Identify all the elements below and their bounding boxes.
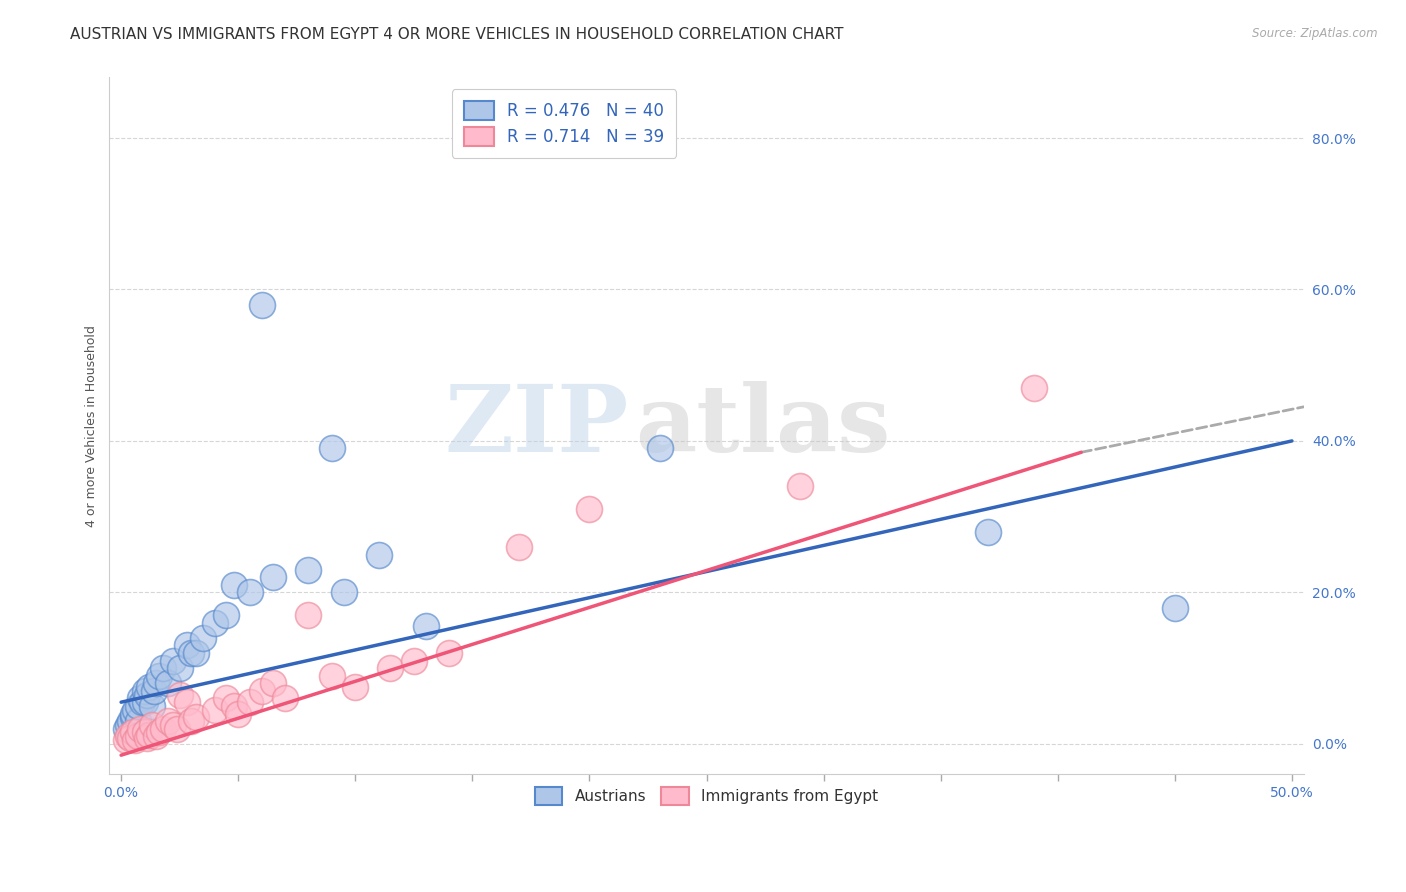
- Point: [127, 698, 149, 713]
- Point: [1164, 600, 1187, 615]
- Point: [120, 731, 142, 745]
- Point: [250, 683, 273, 698]
- Point: [215, 691, 238, 706]
- Point: [222, 698, 245, 713]
- Point: [169, 661, 191, 675]
- Point: [437, 646, 460, 660]
- Point: [204, 703, 226, 717]
- Text: AUSTRIAN VS IMMIGRANTS FROM EGYPT 4 OR MORE VEHICLES IN HOUSEHOLD CORRELATION CH: AUSTRIAN VS IMMIGRANTS FROM EGYPT 4 OR M…: [70, 27, 844, 42]
- Point: [402, 654, 425, 668]
- Point: [297, 608, 319, 623]
- Point: [148, 725, 170, 739]
- Point: [148, 668, 170, 682]
- Point: [215, 608, 238, 623]
- Point: [332, 585, 354, 599]
- Point: [121, 725, 143, 739]
- Point: [321, 442, 343, 456]
- Point: [184, 646, 207, 660]
- Point: [124, 733, 146, 747]
- Point: [367, 548, 389, 562]
- Point: [114, 722, 136, 736]
- Point: [415, 619, 437, 633]
- Point: [1024, 381, 1046, 395]
- Point: [184, 710, 207, 724]
- Point: [297, 563, 319, 577]
- Point: [508, 540, 530, 554]
- Point: [169, 688, 191, 702]
- Point: [180, 714, 202, 728]
- Point: [162, 718, 184, 732]
- Point: [121, 710, 143, 724]
- Point: [578, 502, 600, 516]
- Point: [191, 631, 214, 645]
- Point: [262, 570, 284, 584]
- Point: [138, 728, 160, 742]
- Point: [226, 706, 249, 721]
- Point: [262, 676, 284, 690]
- Point: [128, 722, 150, 736]
- Text: ZIP: ZIP: [444, 381, 628, 471]
- Point: [176, 695, 198, 709]
- Point: [180, 646, 202, 660]
- Point: [152, 722, 174, 736]
- Point: [131, 695, 153, 709]
- Point: [117, 718, 139, 732]
- Point: [166, 722, 188, 736]
- Point: [127, 729, 149, 743]
- Point: [141, 718, 163, 732]
- Point: [274, 691, 297, 706]
- Point: [134, 695, 156, 709]
- Point: [127, 714, 149, 728]
- Point: [239, 585, 262, 599]
- Point: [124, 703, 146, 717]
- Point: [117, 729, 139, 743]
- Text: Source: ZipAtlas.com: Source: ZipAtlas.com: [1253, 27, 1378, 40]
- Y-axis label: 4 or more Vehicles in Household: 4 or more Vehicles in Household: [86, 325, 98, 526]
- Point: [162, 654, 184, 668]
- Point: [648, 442, 671, 456]
- Point: [145, 676, 167, 690]
- Legend: Austrians, Immigrants from Egypt: Austrians, Immigrants from Egypt: [524, 776, 889, 815]
- Point: [344, 680, 367, 694]
- Point: [789, 479, 811, 493]
- Point: [135, 731, 157, 745]
- Point: [250, 298, 273, 312]
- Point: [239, 695, 262, 709]
- Point: [120, 714, 142, 728]
- Point: [142, 683, 165, 698]
- Point: [128, 691, 150, 706]
- Point: [141, 698, 163, 713]
- Point: [121, 706, 143, 721]
- Point: [976, 524, 998, 539]
- Point: [156, 676, 179, 690]
- Point: [222, 578, 245, 592]
- Point: [134, 683, 156, 698]
- Point: [145, 729, 167, 743]
- Point: [321, 668, 343, 682]
- Point: [114, 733, 136, 747]
- Point: [134, 725, 156, 739]
- Text: atlas: atlas: [636, 381, 890, 471]
- Point: [204, 615, 226, 630]
- Point: [176, 639, 198, 653]
- Point: [135, 688, 157, 702]
- Point: [380, 661, 402, 675]
- Point: [156, 714, 179, 728]
- Point: [138, 680, 160, 694]
- Point: [152, 661, 174, 675]
